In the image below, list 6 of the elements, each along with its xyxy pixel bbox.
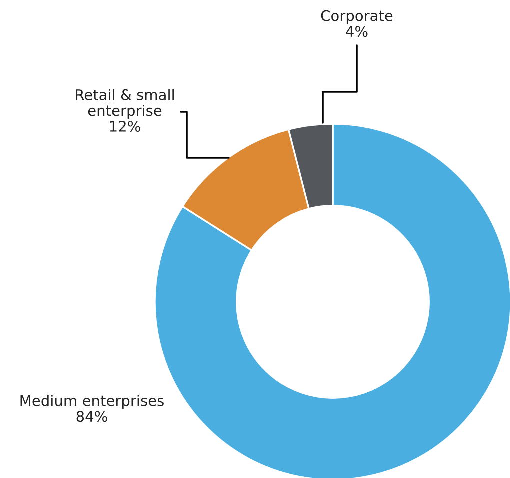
data-label: 12%	[110, 120, 140, 132]
slice-label: Corporate	[321, 10, 393, 24]
data-label: 84%	[76, 411, 108, 422]
data-label: 4%	[346, 26, 368, 38]
slice-label: Medium enterprises	[20, 395, 164, 410]
slice-label: Retail & small enterprise	[76, 89, 174, 120]
